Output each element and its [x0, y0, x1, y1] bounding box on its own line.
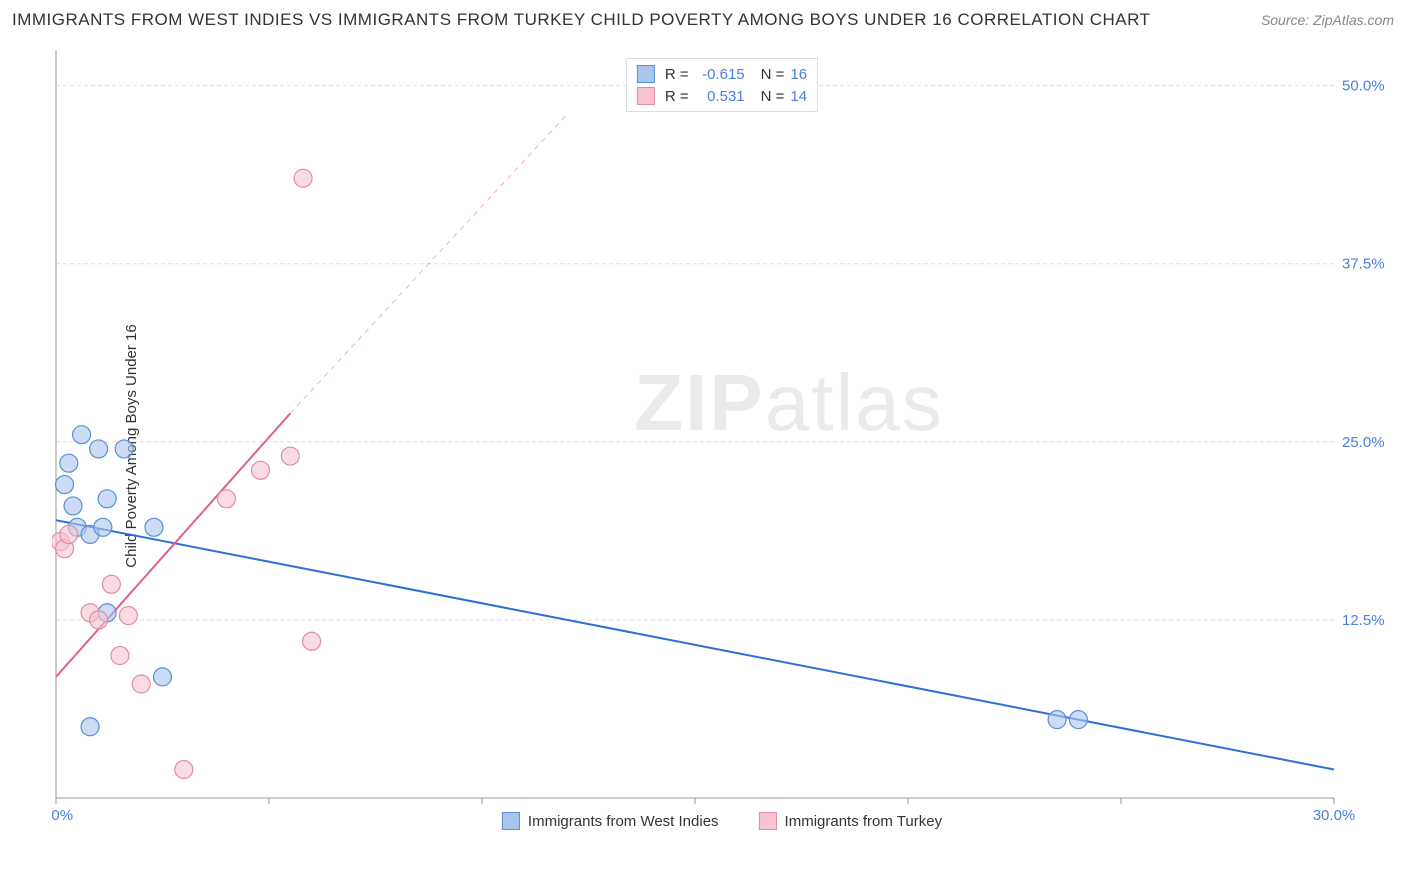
- r-value-2: 0.531: [695, 88, 745, 105]
- svg-text:25.0%: 25.0%: [1342, 434, 1385, 451]
- legend-stats-row-2: R = 0.531 N = 14: [637, 85, 807, 107]
- r-label: R =: [665, 66, 689, 83]
- legend-stats-box: R = -0.615 N = 16 R = 0.531 N = 14: [626, 58, 818, 112]
- legend-label-2: Immigrants from Turkey: [785, 813, 943, 830]
- n-value-2: 14: [790, 88, 807, 105]
- source-label: Source:: [1261, 12, 1309, 28]
- chart-area: 12.5%25.0%37.5%50.0%0.0%30.0% ZIPatlas R…: [52, 40, 1392, 830]
- legend-swatch-series-2: [637, 87, 655, 105]
- n-label: N =: [761, 66, 785, 83]
- r-label: R =: [665, 88, 689, 105]
- header-row: IMMIGRANTS FROM WEST INDIES VS IMMIGRANT…: [12, 10, 1394, 30]
- legend-swatch-series-1: [637, 65, 655, 83]
- n-label: N =: [761, 88, 785, 105]
- legend-label-1: Immigrants from West Indies: [528, 813, 719, 830]
- svg-text:50.0%: 50.0%: [1342, 78, 1385, 95]
- n-value-1: 16: [790, 66, 807, 83]
- svg-text:30.0%: 30.0%: [1313, 807, 1356, 824]
- svg-text:12.5%: 12.5%: [1342, 612, 1385, 629]
- legend-series-box: Immigrants from West Indies Immigrants f…: [502, 812, 942, 830]
- svg-text:0.0%: 0.0%: [52, 807, 73, 824]
- legend-swatch-series-1: [502, 812, 520, 830]
- svg-text:37.5%: 37.5%: [1342, 256, 1385, 273]
- chart-title: IMMIGRANTS FROM WEST INDIES VS IMMIGRANT…: [12, 10, 1150, 30]
- legend-item-1: Immigrants from West Indies: [502, 812, 719, 830]
- legend-swatch-series-2: [759, 812, 777, 830]
- legend-stats-row-1: R = -0.615 N = 16: [637, 63, 807, 85]
- scatter-chart: 12.5% 25.0% 37.5% 50.0% 0.0% 30.0%: [52, 40, 1392, 830]
- r-value-1: -0.615: [695, 66, 745, 83]
- source-value: ZipAtlas.com: [1313, 12, 1394, 28]
- source-attribution: Source: ZipAtlas.com: [1261, 12, 1394, 28]
- legend-item-2: Immigrants from Turkey: [759, 812, 943, 830]
